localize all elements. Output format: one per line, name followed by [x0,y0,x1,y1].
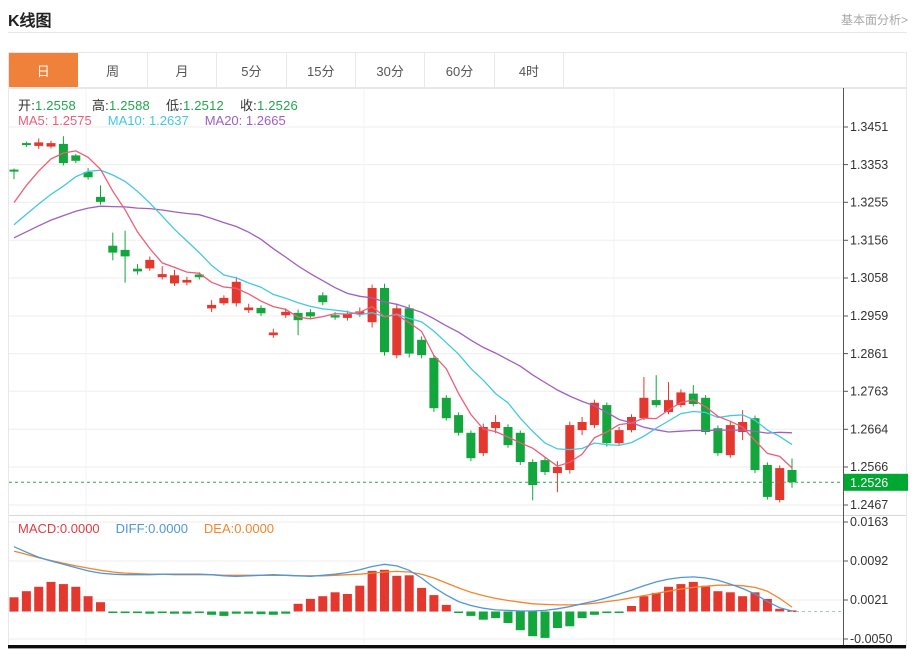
ma5-line [13,150,793,469]
close-label: 收: [239,98,257,113]
macd-axis-labels: 0.0163 0.0092 0.0021 -0.0050 [843,515,892,646]
ohlc-legend: 开:1.2558 高:1.2588 低:1.2512 收:1.2526 [18,95,298,114]
tab-30min[interactable]: 30分 [355,53,426,87]
svg-text:1.3255: 1.3255 [850,196,888,210]
diff-label: DIFF: [115,521,149,536]
macd-label: MACD: [18,521,60,536]
tabbar-filler [564,53,906,87]
svg-text:1.2763: 1.2763 [850,385,888,399]
svg-text:1.3353: 1.3353 [850,158,888,172]
close-value: 1.2526 [256,98,298,113]
ma-legend: MA5: 1.2575 MA10: 1.2637 MA20: 1.2665 [18,113,286,128]
open-label: 开: [18,98,36,113]
ma5-value: 1.2575 [51,113,92,128]
dea-label: DEA: [203,521,235,536]
tab-4hour[interactable]: 4时 [494,53,565,87]
page-title: K线图 [8,13,52,30]
title-divider [8,32,907,33]
chart-frame [8,88,907,649]
tab-month[interactable]: 月 [147,53,218,87]
ma20-line [13,205,793,434]
svg-text:-0.0050: -0.0050 [850,632,892,646]
period-tabbar: 日 周 月 5分 15分 30分 60分 4时 [8,52,907,88]
ma20-label: MA20: [204,113,243,128]
svg-text:1.2566: 1.2566 [850,460,888,474]
gridlines [9,89,843,644]
tab-5min[interactable]: 5分 [217,53,287,87]
svg-text:1.2664: 1.2664 [850,423,888,437]
ma10-label: MA10: [107,113,146,128]
dea-line [13,550,793,608]
low-label: 低: [165,98,183,113]
macd-histogram [9,569,797,638]
svg-text:0.0092: 0.0092 [850,554,888,568]
tab-60min[interactable]: 60分 [425,53,495,87]
ma20-value: 1.2665 [245,113,286,128]
svg-text:1.2526: 1.2526 [850,476,888,490]
high-value: 1.2588 [109,98,150,113]
svg-text:1.2467: 1.2467 [850,498,888,512]
macd-value: 0.0000 [59,521,100,536]
diff-value: 0.0000 [148,521,188,536]
tab-week[interactable]: 周 [78,53,148,87]
ma10-value: 1.2637 [148,113,189,128]
svg-text:0.0163: 0.0163 [850,515,888,529]
candles [9,136,797,503]
macd-legend: MACD:0.0000 DIFF:0.0000 DEA:0.0000 [18,521,274,536]
svg-text:1.3451: 1.3451 [850,120,888,134]
current-price-badge: 1.2526 [844,473,908,491]
tab-15min[interactable]: 15分 [286,53,356,87]
price-axis-labels: 1.3451 1.3353 1.3255 1.3156 1.3058 1.2959 1.28… [843,120,888,512]
open-value: 1.2558 [35,98,76,113]
svg-text:1.3058: 1.3058 [850,271,888,285]
low-value: 1.2512 [182,98,224,113]
ma5-label: MA5: [18,113,49,128]
ma10-line [13,169,793,451]
dea-value: 0.0000 [234,521,275,536]
fundamental-analysis-link[interactable]: 基本面分析> [840,13,908,27]
svg-text:1.2959: 1.2959 [850,309,888,323]
tab-day[interactable]: 日 [9,53,79,87]
svg-text:1.3156: 1.3156 [850,234,888,248]
svg-text:1.2861: 1.2861 [850,347,888,361]
high-label: 高: [91,98,109,113]
svg-text:0.0021: 0.0021 [850,593,888,607]
diff-line [13,546,793,612]
